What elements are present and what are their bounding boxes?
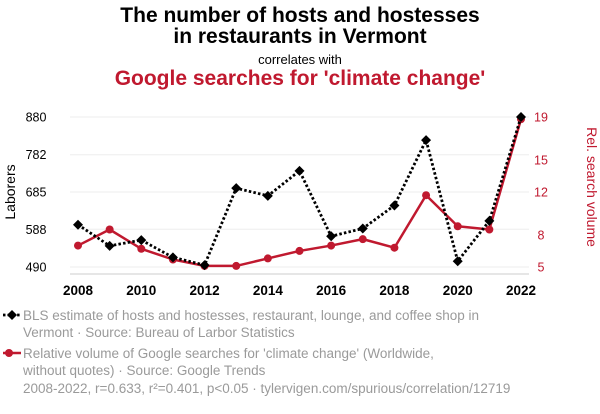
y-left-tick-label: 490 [26,261,47,275]
series-1-point [326,231,337,242]
y-right-tick-label: 5 [538,261,545,275]
y-left-tick-label: 588 [26,223,47,237]
x-tick-label: 2022 [506,283,536,298]
y-left-tick-label: 685 [26,186,47,200]
series-hosts-hostesses [73,112,526,271]
series-1-point [516,112,526,122]
legend-series-2-line-1: Relative volume of Google searches for '… [23,346,434,361]
gridlines [70,116,529,268]
series-1-line [77,116,523,267]
chart-title-line-2: in restaurants in Vermont [173,25,427,48]
series-1-point [262,190,273,201]
series-1-point [104,240,115,251]
legend-series-2-line-2: without quotes) · Source: Google Trends [23,363,266,378]
series-2-point [327,241,336,250]
legend-series-2: Relative volume of Google searches for '… [23,345,543,379]
series-1-point [389,200,400,211]
legend-markers [3,310,21,357]
series-2-point [390,243,399,252]
series-google-searches [74,115,525,270]
y-right-tick-label: 19 [534,111,548,125]
legend-series-1-line-2: Vermont · Source: Bureau of Larbor Stati… [23,325,295,340]
x-tick-label: 2010 [126,283,156,298]
y-right-tick-label: 15 [534,153,548,167]
y-left-axis-title: Laborers [2,164,18,219]
axes: 490 588 685 782 880 5 8 12 15 19 2008 2010 2012 2014 2… [2,111,600,299]
chart-title-line-1: The number of hosts and hostesses [120,4,480,27]
x-tick-label: 2016 [316,283,347,298]
series-1-point [452,256,463,267]
x-tick-label: 2018 [379,283,410,298]
legend-series-2-marker [5,349,13,357]
series-2-line [77,118,523,268]
series-1-point [357,223,368,234]
legend-series-1-line-1: BLS estimate of hosts and hostesses, res… [23,308,480,323]
y-right-axis-title: Rel. search volume [584,127,600,247]
correlates-label: correlates with [258,52,342,67]
series-2-point [358,235,367,244]
legend-series-1: BLS estimate of hosts and hostesses, res… [23,307,543,341]
series-1-point [294,165,305,176]
series-1-point [199,260,210,271]
series-1-point [136,235,147,246]
series-2-point [485,225,494,234]
y-right-tick-label: 8 [538,228,545,242]
series-1-point [73,219,83,230]
series-2-point [74,241,82,250]
series-2-point [232,261,241,270]
x-tick-label: 2020 [443,283,473,298]
x-tick-label: 2014 [253,283,284,298]
series-1-point [484,215,495,226]
series-2-point [453,222,462,231]
x-tick-label: 2012 [190,283,220,298]
y-left-tick-label: 880 [26,111,47,125]
series-2-point [263,254,272,263]
footer-stats: 2008-2022, r=0.633, r²=0.401, p<0.05 · t… [23,381,511,396]
legend-series-1-marker [7,310,17,320]
series-1-point [167,252,178,263]
series-2-point [295,246,304,255]
series-2-point [137,244,146,253]
y-right-tick-label: 12 [534,186,548,200]
chart-title-line-3: Google searches for 'climate change' [114,67,486,90]
series-1-point [231,183,242,194]
series-2-point [422,191,431,200]
y-left-tick-label: 782 [26,148,47,162]
series-2-point [105,225,114,234]
series-1-point [421,135,432,146]
x-tick-label: 2008 [63,283,94,298]
